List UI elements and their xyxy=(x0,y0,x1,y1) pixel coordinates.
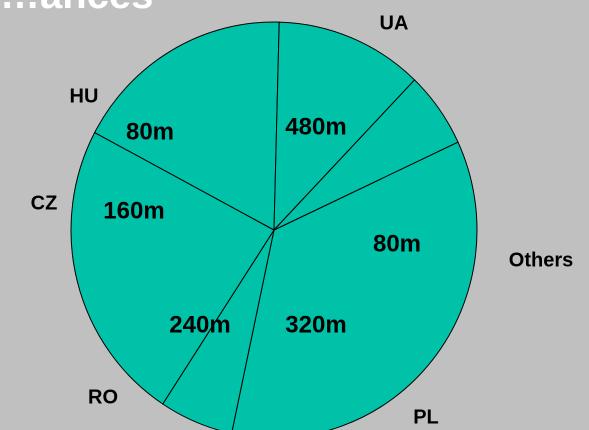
slice-label-ro: RO xyxy=(88,386,118,408)
value-label-ua: 480m xyxy=(285,113,346,140)
value-label-others: 80m xyxy=(373,230,421,257)
slice-label-others: Others xyxy=(509,249,573,271)
slice-label-pl: PL xyxy=(413,406,439,428)
pie-slice-ro xyxy=(93,21,280,231)
value-label-cz: 160m xyxy=(103,197,164,224)
value-label-ro: 240m xyxy=(169,311,230,338)
value-label-hu: 80m xyxy=(126,118,174,145)
slice-label-cz: CZ xyxy=(31,192,58,214)
value-label-pl: 320m xyxy=(285,311,346,338)
pie-slice-ua xyxy=(231,141,478,430)
chart-title: …ances xyxy=(0,0,153,18)
pie-slice-hu xyxy=(273,79,459,231)
pie-slice-pl xyxy=(70,131,275,405)
pie-slice-cz xyxy=(273,21,416,232)
slice-label-hu: HU xyxy=(70,85,99,107)
slice-label-ua: UA xyxy=(380,12,409,34)
